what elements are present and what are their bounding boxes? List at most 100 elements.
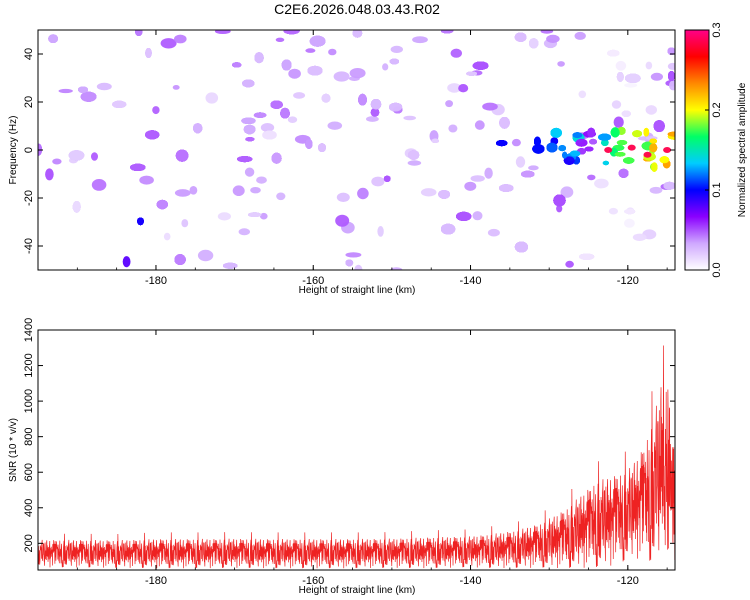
spectrogram-cell xyxy=(237,156,253,163)
spectrogram-cell xyxy=(262,130,277,140)
spectrogram-cell xyxy=(587,127,596,138)
x-tick-label: -180 xyxy=(145,275,167,287)
spectrogram-cell xyxy=(250,187,261,194)
spectrogram-cell xyxy=(370,99,382,110)
snr-x-axis: -180 -160 -140 -120 xyxy=(37,330,668,587)
spectrogram-cell xyxy=(456,211,472,221)
spectrogram-cell xyxy=(441,223,456,235)
spectrogram-cell xyxy=(650,72,664,81)
spectrogram-cell xyxy=(214,30,231,34)
spectrogram-cell xyxy=(649,138,657,144)
spectrogram-cell xyxy=(472,61,489,70)
spectrogram-cell xyxy=(572,132,583,139)
spectrogram-cell xyxy=(52,158,62,165)
spectrogram-cell xyxy=(91,179,107,191)
snr-y-label: SNR (10 * v/v) xyxy=(8,418,19,482)
spectrogram-cell xyxy=(335,214,350,227)
spectrogram-cell xyxy=(608,207,619,215)
spectrogram-cell xyxy=(270,100,283,109)
colorbar-tick-label: 0.2 xyxy=(711,102,723,117)
x-tick-label: -180 xyxy=(145,575,167,587)
spectrogram-cell xyxy=(238,228,250,236)
spectrogram-cell xyxy=(78,86,88,93)
spectrogram-cell xyxy=(130,163,146,171)
spectrogram-cell xyxy=(624,218,635,228)
spectrogram-cell xyxy=(553,194,566,207)
spectrogram-cell xyxy=(645,61,653,70)
spectrogram-cell xyxy=(624,208,636,215)
spectrogram-cell xyxy=(534,136,541,147)
y-tick-label: 1400 xyxy=(23,318,35,342)
colorbar-scale xyxy=(684,29,710,271)
spectrogram-cell xyxy=(550,127,562,138)
spectrogram-cell xyxy=(232,185,245,196)
spectrogram-cell xyxy=(472,211,483,221)
spectrogram-cell xyxy=(601,139,609,146)
spectrogram-cell xyxy=(305,48,316,53)
spectrogram-cell xyxy=(663,181,675,190)
spectrogram-cell xyxy=(321,93,331,103)
spectrogram-cell xyxy=(604,147,613,153)
spectrogram-cell xyxy=(174,254,186,265)
spectrogram-cell xyxy=(283,30,300,35)
spectrogram-cell xyxy=(458,84,469,93)
snr-x-label: Height of straight line (km) xyxy=(299,585,416,596)
spectrogram-cell xyxy=(174,189,191,197)
spectrogram-cell xyxy=(602,160,610,166)
spectrogram-cell xyxy=(441,30,454,34)
spectrogram-y-label: Frequency (Hz) xyxy=(8,116,19,185)
spectrogram-cell xyxy=(611,100,622,109)
spectrogram-cell xyxy=(589,138,597,145)
x-tick-label: -120 xyxy=(617,575,639,587)
spectrogram-cell xyxy=(669,80,675,91)
colorbar-ticks: 0.0 0.1 0.2 0.3 xyxy=(705,22,723,278)
spectrogram-y-axis: -40 -20 0 20 40 xyxy=(23,48,675,254)
spectrogram-cell xyxy=(407,160,422,166)
spectrogram-cell xyxy=(223,262,238,269)
spectrogram-cell xyxy=(345,252,362,258)
spectrogram-cell xyxy=(594,178,609,189)
spectrogram-cell xyxy=(280,107,290,119)
spectrogram-cell xyxy=(260,212,268,220)
y-tick-label: 20 xyxy=(23,96,35,108)
spectrogram-cell xyxy=(575,138,588,147)
spectrogram-cell xyxy=(145,48,152,58)
spectrogram-cell xyxy=(254,52,264,64)
spectrogram-cell xyxy=(616,140,628,146)
spectrogram-cell xyxy=(623,157,635,164)
spectrogram-cell xyxy=(649,186,663,194)
spectrogram-cell xyxy=(659,156,670,164)
spectrogram-cell xyxy=(645,105,657,115)
y-tick-label: 400 xyxy=(23,499,35,517)
spectrogram-cell xyxy=(137,217,144,226)
spectrogram-cell xyxy=(271,152,282,164)
spectrogram-cell xyxy=(389,102,403,112)
spectrogram-cell xyxy=(403,115,417,121)
spectrogram-cell xyxy=(474,120,485,130)
spectrogram-cell xyxy=(653,120,665,132)
spectrogram-cell xyxy=(560,186,574,198)
spectrogram-cell xyxy=(160,38,177,49)
spectrogram-cell xyxy=(615,60,627,71)
y-tick-label: 600 xyxy=(23,463,35,481)
y-tick-label: 0 xyxy=(23,147,35,153)
spectrogram-cell xyxy=(345,259,354,267)
spectrogram-heatmap xyxy=(38,30,675,270)
spectrogram-cell xyxy=(627,144,636,151)
spectrogram-cell xyxy=(431,138,439,143)
spectrogram-cell xyxy=(563,156,575,165)
spectrogram-cell xyxy=(112,100,127,108)
spectrogram-cell xyxy=(276,192,286,201)
spectrogram-cell xyxy=(667,62,675,70)
spectrogram-cell xyxy=(145,130,160,140)
spectrogram-cell xyxy=(532,144,545,154)
x-tick-label: -160 xyxy=(302,275,324,287)
spectrogram-cell xyxy=(352,30,363,38)
spectrogram-cell xyxy=(514,241,528,253)
spectrogram-cell xyxy=(309,35,326,47)
spectrogram-cell xyxy=(651,162,658,172)
spectrogram-cell xyxy=(390,45,403,54)
spectrogram-cell xyxy=(370,108,380,117)
spectrogram-cell xyxy=(256,176,267,184)
